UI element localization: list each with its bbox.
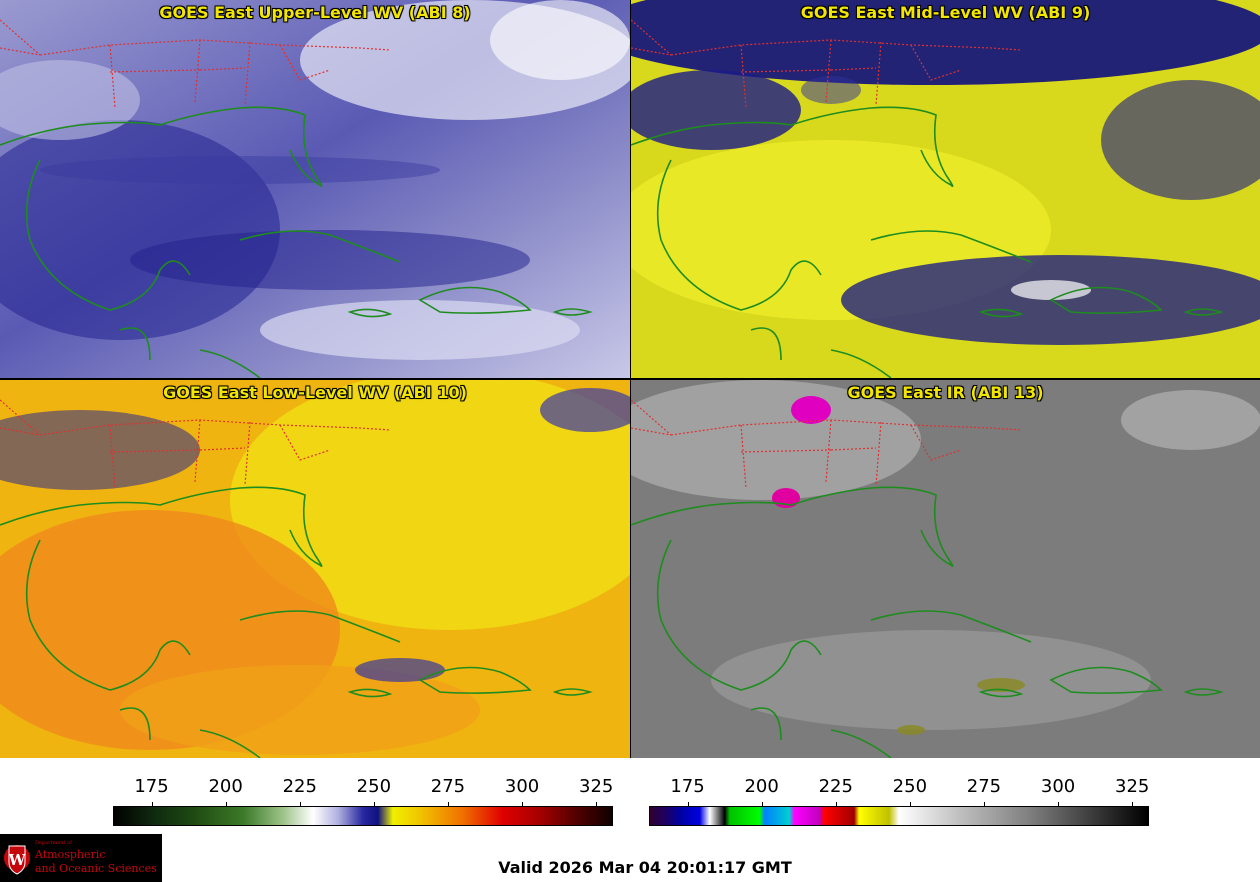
colorbar-tick-label: 250 xyxy=(356,776,392,797)
colorbar-tick-mark xyxy=(447,802,449,807)
svg-text:W: W xyxy=(8,851,27,869)
colorbar-tick-mark xyxy=(522,802,524,807)
colorbar-tick-label: 275 xyxy=(430,776,466,797)
coastline xyxy=(631,486,954,568)
panel-title: GOES East Low-Level WV (ABI 10) xyxy=(163,383,467,402)
panel-upper-level-wv: GOES East Upper-Level WV (ABI 8) xyxy=(0,0,630,378)
coastline xyxy=(1183,688,1224,696)
state-border xyxy=(830,44,962,81)
colorbar-tick-mark xyxy=(909,802,911,807)
ir-colorbar-gradient xyxy=(649,806,1149,826)
ir-image xyxy=(631,380,1260,758)
colorbar-tick-label: 175 xyxy=(134,776,169,797)
coastline xyxy=(119,327,261,378)
state-border xyxy=(199,44,331,81)
colorbar-tick-label: 200 xyxy=(208,776,243,797)
colorbar-tick-mark xyxy=(225,802,227,807)
aos-logo: W Department of Atmospheric and Oceanic … xyxy=(0,834,162,882)
colorbar-tick-label: 325 xyxy=(1114,776,1150,797)
uw-crest-icon: W xyxy=(4,845,30,875)
logo-line-1: Atmospheric xyxy=(35,848,106,861)
colorbar-tick-mark xyxy=(687,802,689,807)
coastline xyxy=(750,327,892,378)
panel-title: GOES East Mid-Level WV (ABI 9) xyxy=(800,3,1091,22)
coastline xyxy=(656,159,822,311)
colorbar-tick-label: 225 xyxy=(282,776,317,797)
low-level-wv-image xyxy=(0,380,630,758)
wv-colorbar-ticks: 175 200 225 250 275 300 325 xyxy=(113,758,614,807)
mid-level-wv-image xyxy=(631,0,1260,378)
coastline xyxy=(25,539,191,691)
colorbar-tick-label: 200 xyxy=(744,776,779,797)
logo-line-2: and Oceanic Sciences xyxy=(35,862,157,875)
panel-title: GOES East IR (ABI 13) xyxy=(847,383,1044,402)
coastline xyxy=(25,159,191,311)
state-border xyxy=(670,39,1022,56)
coastline xyxy=(552,308,593,316)
coastline xyxy=(347,308,393,318)
state-border xyxy=(631,19,832,73)
panel-low-level-wv: GOES East Low-Level WV (ABI 10) xyxy=(0,380,630,758)
colorbar-tick-mark xyxy=(151,802,153,807)
colorbar-tick-label: 300 xyxy=(1040,776,1076,797)
coastline xyxy=(870,230,1032,263)
colorbar-tick-mark xyxy=(596,802,598,807)
coastline xyxy=(750,707,892,758)
coastline xyxy=(0,486,323,568)
colorbar-tick-label: 225 xyxy=(818,776,853,797)
coastline xyxy=(239,230,401,263)
colorbar-tick-mark xyxy=(761,802,763,807)
state-border xyxy=(109,39,251,109)
upper-level-wv-image xyxy=(0,0,630,378)
coastline xyxy=(631,106,954,188)
state-border xyxy=(0,399,201,453)
state-border xyxy=(109,419,251,489)
coastline xyxy=(870,610,1032,643)
colorbar-tick-mark xyxy=(983,802,985,807)
state-border xyxy=(670,419,1022,436)
coastline xyxy=(0,106,323,188)
coastline xyxy=(978,308,1024,318)
state-border xyxy=(39,419,391,436)
panel-ir: GOES East IR (ABI 13) xyxy=(631,380,1260,758)
wv-colorbar: 175 200 225 250 275 300 325 xyxy=(113,758,613,828)
state-border xyxy=(199,424,331,461)
colorbar-tick-label: 300 xyxy=(504,776,540,797)
state-border xyxy=(740,39,882,109)
colorbar-tick-mark xyxy=(1058,802,1060,807)
coastline xyxy=(978,688,1024,698)
colorbar-tick-mark xyxy=(835,802,837,807)
state-border xyxy=(631,399,832,453)
coastline xyxy=(552,688,593,696)
logo-department-text: Department of xyxy=(35,840,72,846)
coastline xyxy=(418,286,532,314)
ir-colorbar: 175 200 225 250 275 300 325 xyxy=(649,758,1149,828)
colorbar-tick-label: 250 xyxy=(892,776,928,797)
state-border xyxy=(830,424,962,461)
state-border xyxy=(39,39,391,56)
state-border xyxy=(740,419,882,489)
coastline xyxy=(239,610,401,643)
coastline xyxy=(347,688,393,698)
panel-mid-level-wv: GOES East Mid-Level WV (ABI 9) xyxy=(631,0,1260,378)
valid-time: Valid 2026 Mar 04 20:01:17 GMT xyxy=(498,858,792,877)
state-border xyxy=(0,19,201,73)
colorbar-tick-label: 325 xyxy=(578,776,614,797)
ir-colorbar-ticks: 175 200 225 250 275 300 325 xyxy=(649,758,1150,807)
wv-colorbar-gradient xyxy=(113,806,613,826)
coastline xyxy=(1049,286,1163,314)
coastline xyxy=(418,666,532,694)
colorbar-tick-mark xyxy=(299,802,301,807)
coastline xyxy=(1049,666,1163,694)
coastline xyxy=(656,539,822,691)
colorbar-tick-label: 175 xyxy=(670,776,705,797)
colorbar-tick-mark xyxy=(373,802,375,807)
coastline xyxy=(119,707,261,758)
panel-divider-horizontal xyxy=(0,378,1260,380)
colorbar-tick-mark xyxy=(1132,802,1134,807)
panel-title: GOES East Upper-Level WV (ABI 8) xyxy=(159,3,471,22)
coastline xyxy=(1183,308,1224,316)
colorbar-tick-label: 275 xyxy=(966,776,1002,797)
